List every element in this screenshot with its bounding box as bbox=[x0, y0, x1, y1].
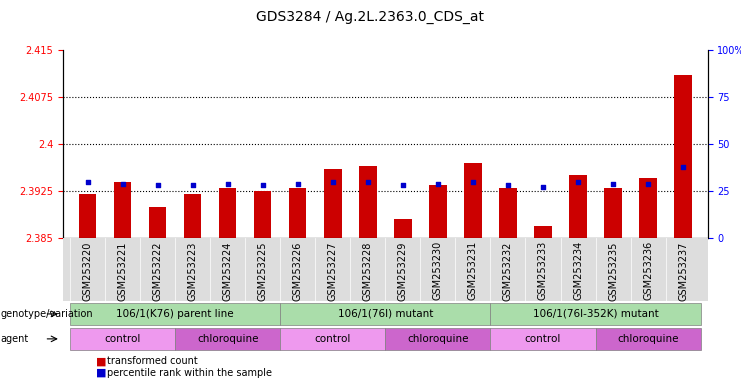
Text: agent: agent bbox=[1, 334, 29, 344]
Text: GSM253223: GSM253223 bbox=[187, 241, 198, 301]
Point bbox=[362, 179, 373, 185]
Text: GSM253231: GSM253231 bbox=[468, 241, 478, 301]
Bar bbox=[175, 328, 280, 350]
Text: GSM253224: GSM253224 bbox=[222, 241, 233, 301]
Point bbox=[642, 180, 654, 187]
Text: genotype/variation: genotype/variation bbox=[1, 309, 93, 319]
Text: 106/1(76I) mutant: 106/1(76I) mutant bbox=[338, 309, 433, 319]
Point bbox=[397, 182, 409, 189]
Point bbox=[677, 164, 689, 170]
Bar bbox=[70, 303, 280, 325]
Point bbox=[607, 180, 619, 187]
Bar bbox=[254, 191, 271, 238]
Bar bbox=[324, 169, 342, 238]
Text: 106/1(K76) parent line: 106/1(K76) parent line bbox=[116, 309, 234, 319]
Bar bbox=[596, 328, 701, 350]
Point bbox=[222, 180, 233, 187]
Bar bbox=[70, 328, 175, 350]
Text: ■: ■ bbox=[96, 368, 107, 378]
Text: GSM253236: GSM253236 bbox=[643, 241, 653, 301]
Bar bbox=[79, 194, 96, 238]
Bar bbox=[569, 175, 587, 238]
Text: ■: ■ bbox=[96, 356, 107, 366]
Point bbox=[116, 180, 128, 187]
Bar bbox=[491, 303, 701, 325]
Bar bbox=[280, 303, 491, 325]
Text: chloroquine: chloroquine bbox=[197, 334, 259, 344]
Text: 106/1(76I-352K) mutant: 106/1(76I-352K) mutant bbox=[533, 309, 659, 319]
Bar bbox=[359, 166, 376, 238]
Bar bbox=[429, 185, 447, 238]
Bar bbox=[280, 328, 385, 350]
Text: GSM253225: GSM253225 bbox=[258, 241, 268, 301]
Bar bbox=[674, 75, 692, 238]
Text: GSM253226: GSM253226 bbox=[293, 241, 303, 301]
Text: chloroquine: chloroquine bbox=[407, 334, 468, 344]
Text: percentile rank within the sample: percentile rank within the sample bbox=[107, 368, 273, 378]
Text: GSM253227: GSM253227 bbox=[328, 241, 338, 301]
Bar bbox=[639, 179, 657, 238]
Point bbox=[502, 182, 514, 189]
Bar bbox=[149, 207, 166, 238]
Text: GSM253234: GSM253234 bbox=[573, 241, 583, 301]
Text: transformed count: transformed count bbox=[107, 356, 198, 366]
Text: control: control bbox=[525, 334, 561, 344]
Text: GSM253232: GSM253232 bbox=[503, 241, 513, 301]
Point bbox=[82, 179, 93, 185]
Text: control: control bbox=[104, 334, 141, 344]
Point bbox=[292, 180, 304, 187]
Point bbox=[572, 179, 584, 185]
Bar bbox=[394, 219, 411, 238]
Text: GSM253220: GSM253220 bbox=[82, 241, 93, 301]
Text: GSM253229: GSM253229 bbox=[398, 241, 408, 301]
Bar bbox=[184, 194, 202, 238]
Bar bbox=[385, 328, 491, 350]
Bar bbox=[464, 163, 482, 238]
Bar bbox=[534, 225, 552, 238]
Text: GSM253222: GSM253222 bbox=[153, 241, 162, 301]
Text: GSM253237: GSM253237 bbox=[678, 241, 688, 301]
Text: GSM253230: GSM253230 bbox=[433, 241, 443, 301]
Bar bbox=[605, 188, 622, 238]
Point bbox=[467, 179, 479, 185]
Point bbox=[327, 179, 339, 185]
Text: chloroquine: chloroquine bbox=[617, 334, 679, 344]
Bar bbox=[219, 188, 236, 238]
Point bbox=[152, 182, 164, 189]
Bar bbox=[114, 182, 131, 238]
Point bbox=[432, 180, 444, 187]
Text: GSM253235: GSM253235 bbox=[608, 241, 618, 301]
Text: control: control bbox=[315, 334, 351, 344]
Text: GSM253221: GSM253221 bbox=[118, 241, 127, 301]
Bar bbox=[289, 188, 307, 238]
Text: GSM253233: GSM253233 bbox=[538, 241, 548, 301]
Point bbox=[537, 184, 549, 190]
Bar bbox=[491, 328, 596, 350]
Point bbox=[187, 182, 199, 189]
Text: GDS3284 / Ag.2L.2363.0_CDS_at: GDS3284 / Ag.2L.2363.0_CDS_at bbox=[256, 10, 485, 23]
Text: GSM253228: GSM253228 bbox=[363, 241, 373, 301]
Bar bbox=[499, 188, 516, 238]
Point bbox=[257, 182, 269, 189]
